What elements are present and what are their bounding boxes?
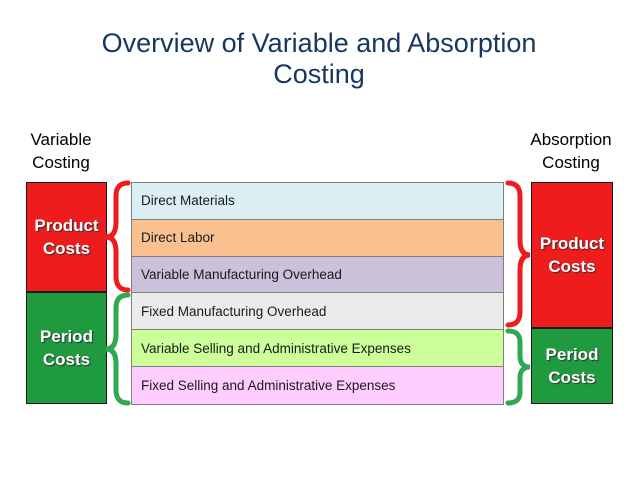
variable-heading-line-2: Costing <box>32 153 90 172</box>
variable-product-brace <box>105 180 131 293</box>
absorption-heading-line-1: Absorption <box>530 130 612 149</box>
cost-item-direct-materials: Direct Materials <box>132 183 503 220</box>
absorption-product-brace <box>505 180 531 328</box>
variable-costing-heading: Variable Costing <box>6 128 116 174</box>
cost-item-label: Fixed Selling and Administrative Expense… <box>141 377 396 393</box>
absorption-costing-heading: Absorption Costing <box>516 128 626 174</box>
variable-heading-line-1: Variable <box>30 130 92 149</box>
absorption-period-line-2: Costs <box>548 368 596 387</box>
cost-items-list: Direct Materials Direct Labor Variable M… <box>131 182 504 405</box>
variable-period-line-2: Costs <box>42 350 91 369</box>
cost-item-variable-selling-admin: Variable Selling and Administrative Expe… <box>132 330 503 367</box>
variable-product-line-1: Product <box>34 216 99 235</box>
cost-item-fixed-selling-admin: Fixed Selling and Administrative Expense… <box>132 366 503 404</box>
cost-item-label: Direct Materials <box>141 193 235 209</box>
variable-period-brace <box>105 292 131 406</box>
variable-period-line-1: Period <box>40 327 93 346</box>
absorption-product-costs-box: Product Costs <box>531 182 613 328</box>
title-line-2: Costing <box>273 59 365 89</box>
variable-period-costs-box: Period Costs <box>26 292 107 404</box>
absorption-heading-line-2: Costing <box>542 153 600 172</box>
cost-item-variable-manufacturing-overhead: Variable Manufacturing Overhead <box>132 256 503 294</box>
cost-item-direct-labor: Direct Labor <box>132 219 503 257</box>
title-line-1: Overview of Variable and Absorption <box>101 28 537 58</box>
cost-item-label: Direct Labor <box>141 230 215 246</box>
variable-product-costs-box: Product Costs <box>26 182 107 292</box>
absorption-period-costs-box: Period Costs <box>531 328 613 404</box>
diagram-title: Overview of Variable and Absorption Cost… <box>0 28 638 90</box>
absorption-product-line-1: Product <box>539 234 605 253</box>
variable-product-line-2: Costs <box>42 239 91 258</box>
cost-item-fixed-manufacturing-overhead: Fixed Manufacturing Overhead <box>132 293 503 331</box>
absorption-period-line-1: Period <box>545 345 599 364</box>
absorption-period-brace <box>505 328 531 406</box>
cost-item-label: Variable Selling and Administrative Expe… <box>141 340 411 356</box>
cost-item-label: Variable Manufacturing Overhead <box>141 266 342 282</box>
cost-item-label: Fixed Manufacturing Overhead <box>141 303 327 319</box>
absorption-product-line-2: Costs <box>548 257 596 276</box>
